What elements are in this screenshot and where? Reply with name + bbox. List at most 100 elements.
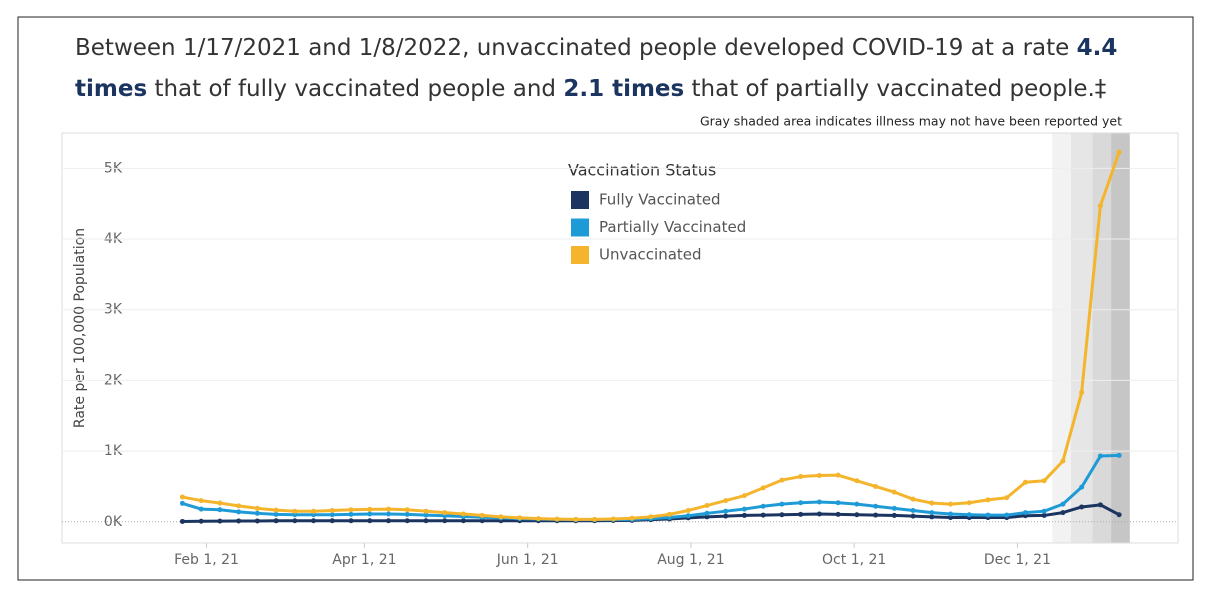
data-point: [1041, 508, 1047, 514]
data-point: [254, 505, 260, 511]
data-point: [236, 503, 242, 509]
data-point: [198, 498, 204, 504]
title-emphasis: 4.4 times: [75, 35, 1118, 102]
data-point: [292, 512, 298, 518]
data-point: [386, 511, 392, 517]
data-point: [367, 518, 373, 524]
data-point: [179, 494, 185, 500]
data-point: [292, 508, 298, 514]
shaded-area: [1070, 133, 1093, 543]
data-point: [1079, 484, 1085, 490]
data-point: [779, 477, 785, 483]
data-point: [423, 508, 429, 514]
data-point: [741, 512, 747, 518]
data-point: [311, 508, 317, 514]
data-point: [254, 510, 260, 516]
data-point: [929, 500, 935, 506]
data-point: [535, 516, 541, 522]
data-point: [985, 512, 991, 518]
annotation: Gray shaded area indicates illness may n…: [700, 114, 1122, 129]
data-point: [1041, 478, 1047, 484]
data-point: [179, 518, 185, 524]
data-point: [1060, 458, 1066, 464]
data-point: [217, 507, 223, 513]
x-tick-label: Oct 1, 21: [822, 552, 886, 568]
shaded-area: [1111, 133, 1130, 543]
data-point: [386, 518, 392, 524]
data-point: [1041, 512, 1047, 518]
legend-swatch: [571, 218, 589, 237]
data-point: [367, 506, 373, 512]
chart-title: Between 1/17/2021 and 1/8/2022, unvaccin…: [75, 28, 1185, 110]
data-point: [348, 518, 354, 524]
data-point: [779, 501, 785, 507]
data-point: [573, 516, 579, 522]
data-point: [1097, 502, 1103, 508]
data-point: [741, 493, 747, 499]
data-point: [891, 505, 897, 511]
data-point: [329, 507, 335, 513]
data-point: [948, 511, 954, 517]
data-point: [423, 512, 429, 518]
data-point: [854, 512, 860, 518]
data-point: [704, 503, 710, 509]
data-point: [442, 518, 448, 524]
data-point: [423, 518, 429, 524]
data-point: [910, 496, 916, 502]
data-point: [891, 512, 897, 518]
data-point: [404, 518, 410, 524]
data-point: [1022, 479, 1028, 485]
data-point: [517, 515, 523, 521]
data-point: [723, 508, 729, 514]
data-point: [816, 472, 822, 478]
data-point: [1022, 510, 1028, 516]
legend-title: Vaccination Status: [568, 161, 716, 180]
data-point: [367, 511, 373, 517]
data-point: [311, 518, 317, 524]
data-point: [1060, 510, 1066, 516]
data-point: [1116, 512, 1122, 518]
data-point: [798, 511, 804, 517]
x-tick-label: Feb 1, 21: [174, 552, 239, 568]
data-point: [554, 516, 560, 522]
x-tick-label: Dec 1, 21: [984, 552, 1051, 568]
data-point: [273, 507, 279, 513]
data-point: [1060, 501, 1066, 507]
data-point: [236, 518, 242, 524]
data-point: [311, 512, 317, 518]
data-point: [948, 501, 954, 507]
data-point: [629, 515, 635, 521]
data-point: [854, 478, 860, 484]
data-point: [873, 512, 879, 518]
data-point: [723, 513, 729, 519]
data-point: [348, 507, 354, 513]
plot-border: [61, 132, 1179, 544]
data-point: [498, 514, 504, 520]
data-point: [1079, 389, 1085, 395]
data-point: [1004, 495, 1010, 501]
data-point: [217, 518, 223, 524]
data-point: [854, 501, 860, 507]
title-part: that of partially vaccinated people.‡: [684, 76, 1107, 102]
data-point: [760, 512, 766, 518]
data-point: [929, 514, 935, 520]
title-emphasis: 2.1 times: [563, 76, 685, 102]
data-point: [966, 500, 972, 506]
legend-swatch: [571, 246, 589, 264]
y-axis-label: Rate per 100,000 Population: [72, 228, 88, 428]
data-point: [704, 510, 710, 516]
data-point: [198, 518, 204, 524]
data-point: [816, 499, 822, 505]
data-point: [741, 506, 747, 512]
data-point: [348, 511, 354, 517]
data-point: [685, 507, 691, 513]
data-point: [386, 506, 392, 512]
data-point: [273, 518, 279, 524]
data-point: [835, 472, 841, 478]
data-point: [873, 483, 879, 489]
data-point: [217, 500, 223, 506]
data-point: [873, 503, 879, 509]
data-point: [779, 512, 785, 518]
data-point: [667, 511, 673, 517]
data-point: [760, 485, 766, 491]
